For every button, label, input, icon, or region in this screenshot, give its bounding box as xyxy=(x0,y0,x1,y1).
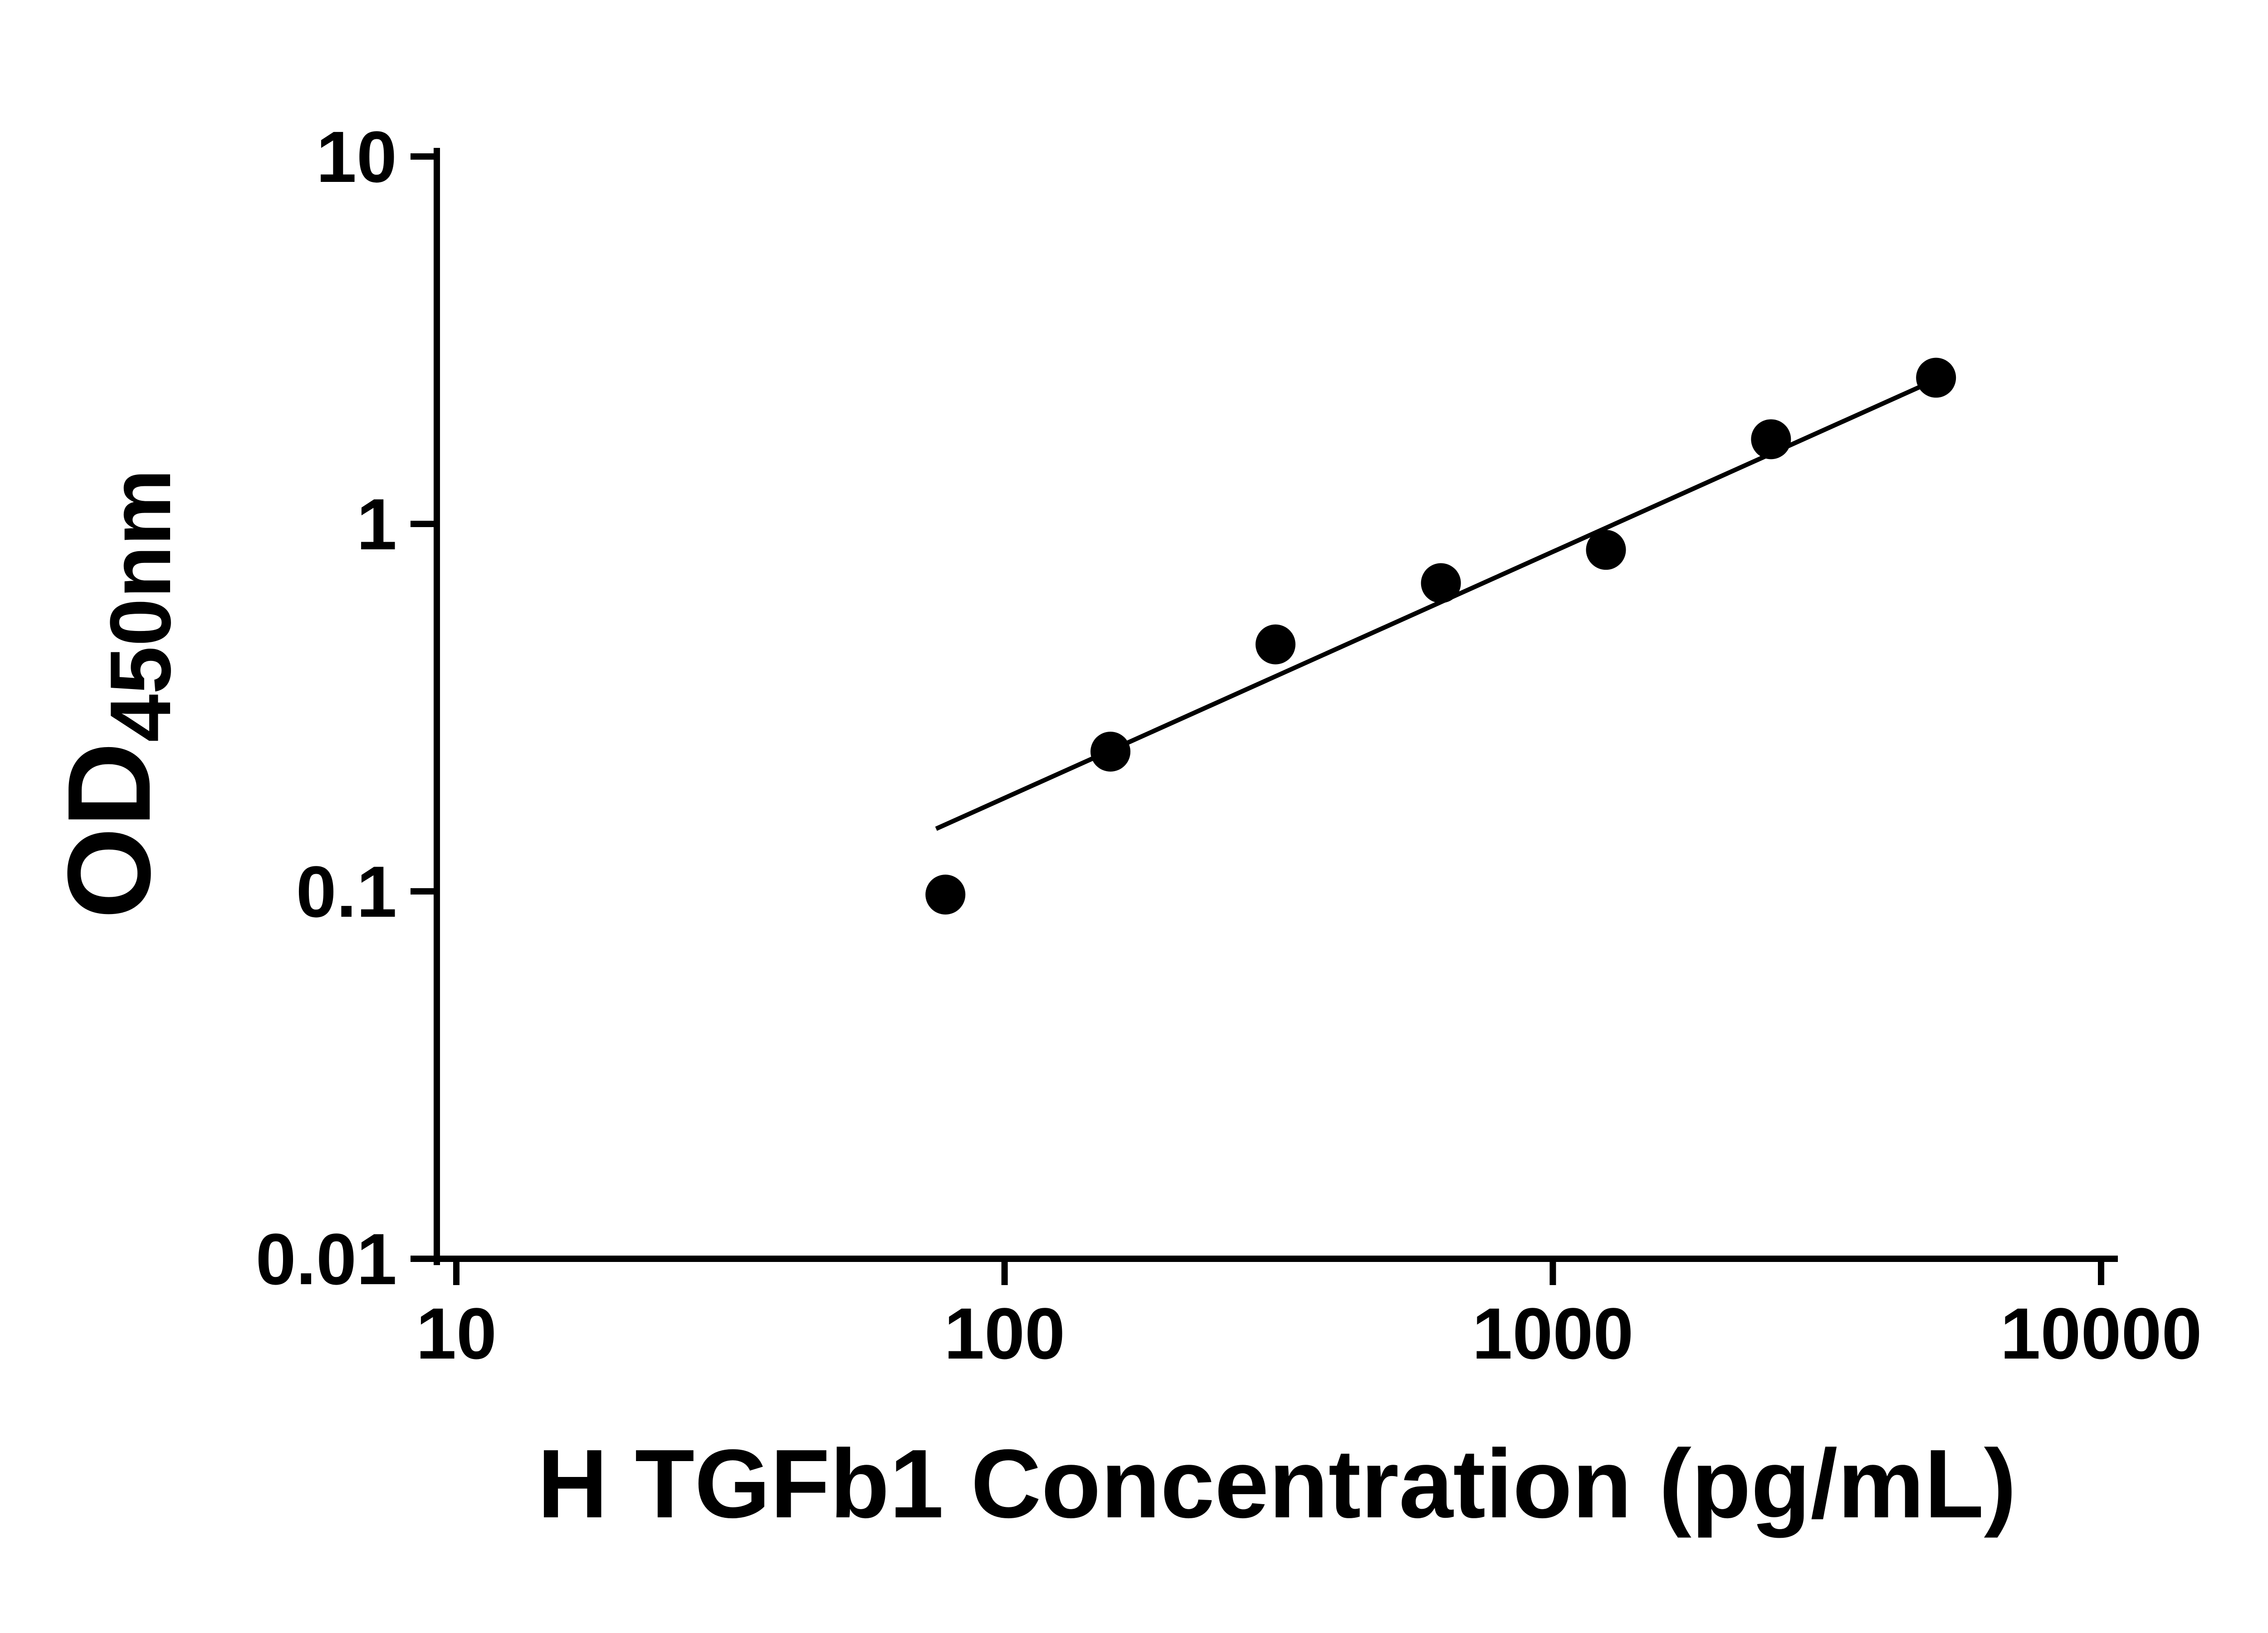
y-tick-label: 0.1 xyxy=(296,851,397,932)
y-tick-label: 10 xyxy=(316,116,397,197)
y-tick-label: 0.01 xyxy=(256,1218,397,1300)
y-ticks: 10 1 0.1 0.01 xyxy=(256,116,437,1300)
data-point xyxy=(1751,419,1791,460)
x-tick-label: 1000 xyxy=(1472,1293,1633,1374)
x-tick-label: 10000 xyxy=(2000,1293,2202,1374)
y-axis-title: OD450nm xyxy=(44,469,189,919)
x-tick-label: 100 xyxy=(944,1293,1065,1374)
data-point xyxy=(1421,563,1461,603)
x-axis-title: H TGFb1 Concentration (pg/mL) xyxy=(538,1429,2017,1538)
x-tick-label: 10 xyxy=(416,1293,497,1374)
data-point xyxy=(1916,357,1956,398)
data-point xyxy=(1090,732,1131,772)
y-axis-title-main: OD xyxy=(44,742,175,919)
data-point xyxy=(1586,530,1626,570)
axes xyxy=(430,148,2118,1265)
x-ticks: 10 100 1000 10000 xyxy=(416,1259,2202,1374)
data-points-group xyxy=(925,357,1956,915)
data-point xyxy=(1255,624,1295,665)
y-axis-title-subscript: 450nm xyxy=(93,469,189,742)
data-point xyxy=(925,875,966,915)
y-tick-label: 1 xyxy=(357,484,397,565)
